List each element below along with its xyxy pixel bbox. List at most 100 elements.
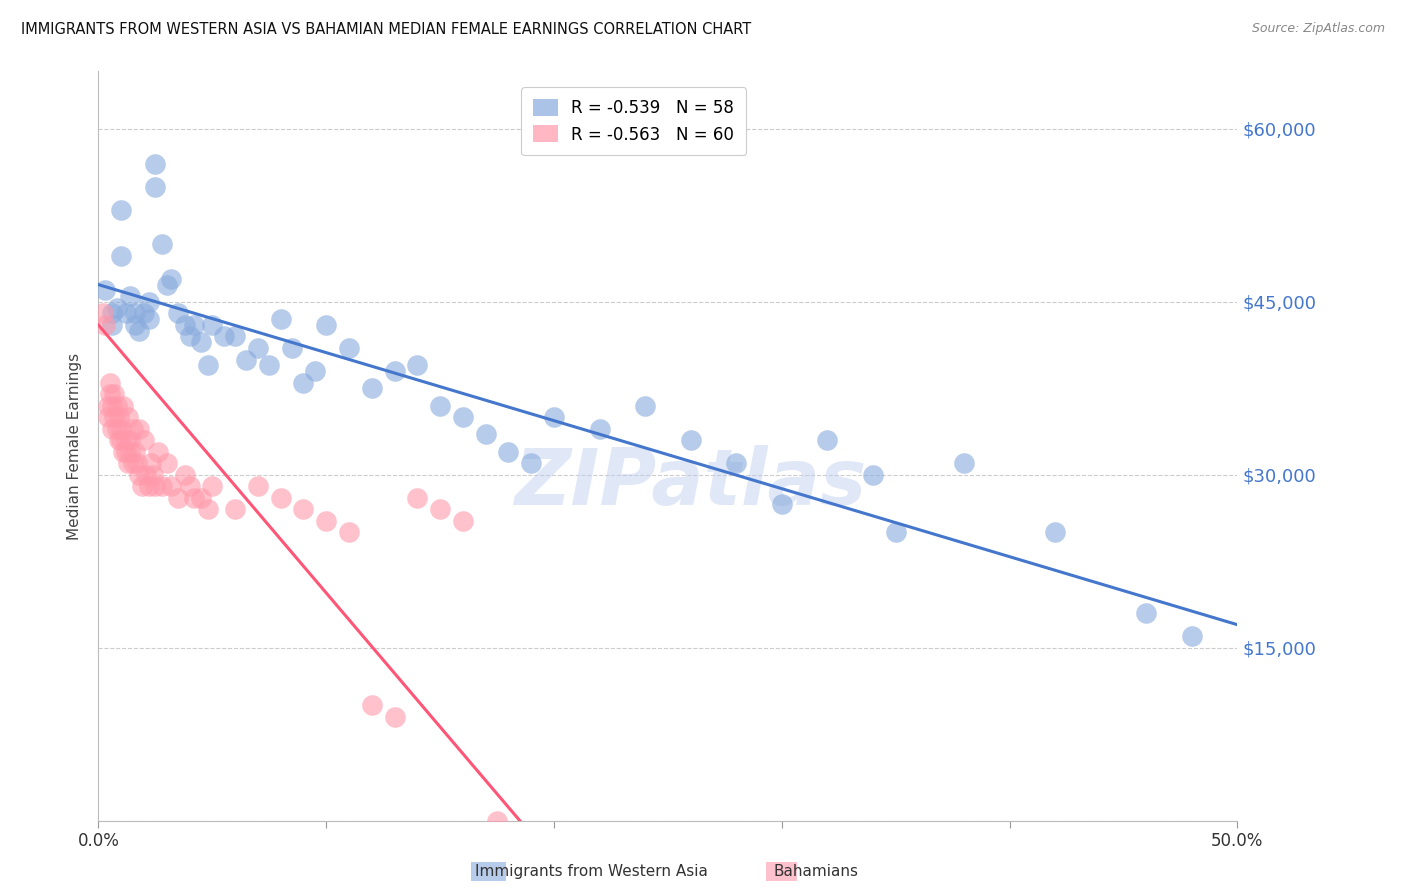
Point bbox=[451, 410, 474, 425]
Text: Bahamians: Bahamians bbox=[773, 864, 858, 879]
Point bbox=[1181, 629, 1204, 643]
Point bbox=[384, 710, 406, 724]
Point bbox=[634, 399, 657, 413]
Point bbox=[105, 422, 128, 436]
Point bbox=[96, 410, 118, 425]
Point bbox=[108, 410, 131, 425]
Point bbox=[201, 479, 224, 493]
Text: Source: ZipAtlas.com: Source: ZipAtlas.com bbox=[1251, 22, 1385, 36]
Point bbox=[315, 514, 337, 528]
Point bbox=[138, 294, 160, 309]
Point bbox=[114, 434, 136, 448]
Point bbox=[94, 284, 117, 298]
Point bbox=[588, 422, 610, 436]
Point bbox=[103, 410, 125, 425]
Point bbox=[98, 376, 121, 390]
Point bbox=[145, 479, 167, 493]
Point bbox=[103, 387, 125, 401]
Point bbox=[197, 502, 219, 516]
Point bbox=[101, 306, 124, 320]
Point bbox=[224, 329, 246, 343]
Point bbox=[201, 318, 224, 332]
Point bbox=[124, 318, 146, 332]
Point bbox=[138, 312, 160, 326]
Point bbox=[190, 335, 212, 350]
Point bbox=[160, 479, 183, 493]
Point bbox=[101, 318, 124, 332]
Point bbox=[139, 456, 162, 470]
Point bbox=[183, 491, 205, 505]
Point bbox=[725, 456, 748, 470]
Point bbox=[183, 318, 205, 332]
Point bbox=[292, 376, 315, 390]
Point bbox=[246, 479, 269, 493]
Point bbox=[91, 306, 114, 320]
Point bbox=[679, 434, 702, 448]
Point bbox=[360, 698, 382, 713]
Point bbox=[953, 456, 976, 470]
Point bbox=[190, 491, 212, 505]
Point bbox=[179, 329, 201, 343]
Point bbox=[128, 422, 150, 436]
Point bbox=[124, 444, 146, 458]
Point bbox=[110, 249, 132, 263]
Point bbox=[96, 399, 118, 413]
Point bbox=[167, 491, 190, 505]
Point bbox=[304, 364, 326, 378]
Point bbox=[94, 318, 117, 332]
Point bbox=[270, 312, 292, 326]
Point bbox=[406, 491, 429, 505]
Point bbox=[127, 456, 149, 470]
Point bbox=[770, 497, 793, 511]
Point bbox=[884, 525, 907, 540]
Point bbox=[520, 456, 543, 470]
Point bbox=[543, 410, 565, 425]
Point bbox=[451, 514, 474, 528]
Point bbox=[142, 467, 165, 482]
Y-axis label: Median Female Earnings: Median Female Earnings bbox=[67, 352, 83, 540]
Text: Immigrants from Western Asia: Immigrants from Western Asia bbox=[475, 864, 709, 879]
Point bbox=[406, 359, 429, 373]
Point bbox=[121, 422, 143, 436]
Point bbox=[120, 444, 142, 458]
Point bbox=[145, 156, 167, 170]
Point bbox=[281, 341, 304, 355]
Point bbox=[235, 352, 257, 367]
Point bbox=[98, 387, 121, 401]
Point bbox=[101, 399, 124, 413]
Point bbox=[114, 306, 136, 320]
Point bbox=[815, 434, 838, 448]
Point bbox=[112, 399, 135, 413]
Point bbox=[259, 359, 281, 373]
Text: IMMIGRANTS FROM WESTERN ASIA VS BAHAMIAN MEDIAN FEMALE EARNINGS CORRELATION CHAR: IMMIGRANTS FROM WESTERN ASIA VS BAHAMIAN… bbox=[21, 22, 751, 37]
Point bbox=[474, 427, 496, 442]
Point bbox=[360, 381, 382, 395]
Point bbox=[167, 306, 190, 320]
Point bbox=[110, 422, 132, 436]
Point bbox=[121, 456, 143, 470]
Point bbox=[337, 341, 360, 355]
Point bbox=[384, 364, 406, 378]
Point bbox=[101, 422, 124, 436]
Point bbox=[197, 359, 219, 373]
Point bbox=[120, 289, 142, 303]
Legend: R = -0.539   N = 58, R = -0.563   N = 60: R = -0.539 N = 58, R = -0.563 N = 60 bbox=[522, 87, 747, 155]
Point bbox=[110, 434, 132, 448]
Point bbox=[270, 491, 292, 505]
Point bbox=[131, 479, 153, 493]
Point bbox=[174, 467, 197, 482]
Point bbox=[174, 318, 197, 332]
Point bbox=[117, 456, 139, 470]
Point bbox=[132, 306, 155, 320]
Point bbox=[246, 341, 269, 355]
Point bbox=[1135, 606, 1157, 620]
Point bbox=[862, 467, 884, 482]
Point bbox=[112, 444, 135, 458]
Point bbox=[156, 277, 179, 292]
Point bbox=[486, 814, 509, 828]
Point bbox=[179, 479, 201, 493]
Point bbox=[337, 525, 360, 540]
Point bbox=[315, 318, 337, 332]
Point bbox=[150, 479, 173, 493]
Point bbox=[105, 399, 128, 413]
